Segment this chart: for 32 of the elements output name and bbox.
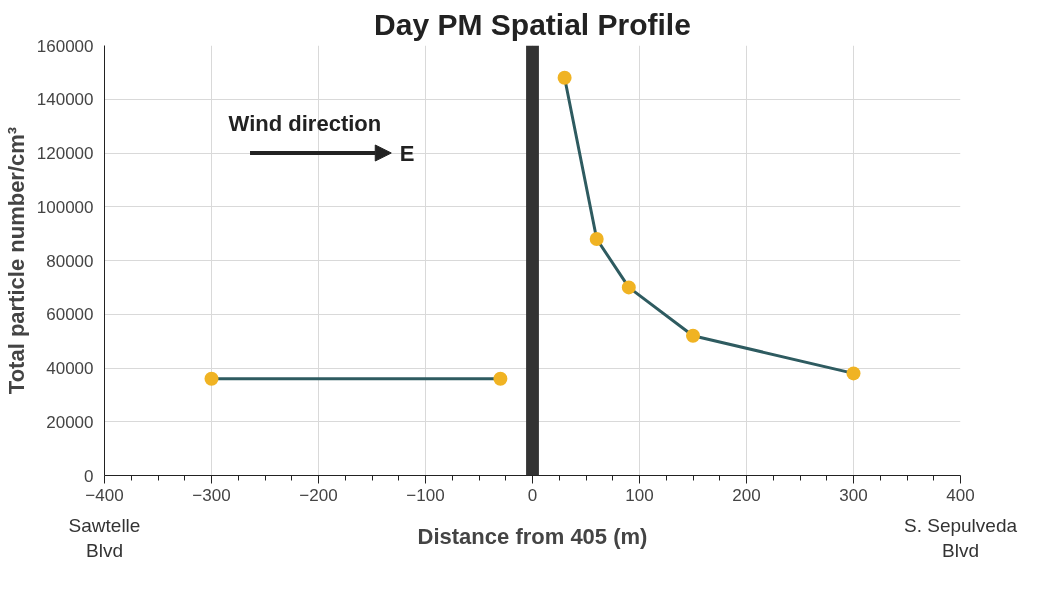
x-tick-label: 0 — [527, 485, 538, 505]
point — [846, 366, 861, 381]
y-tick-label: 60000 — [46, 305, 94, 325]
y-tick-label: 40000 — [46, 359, 94, 378]
chart-title: Day PM Spatial Profile — [374, 7, 691, 41]
y-axis-title: Total particle number/cm³ — [3, 126, 29, 395]
y-tick-label: 140000 — [36, 90, 94, 110]
text: S. Sepulveda Blvd — [903, 514, 1018, 561]
y-tick-label: 80000 — [46, 251, 94, 271]
y-tick-label: 20000 — [46, 412, 94, 432]
y-tick-label: 160000 — [36, 36, 94, 56]
y-tick-label: 100000 — [36, 197, 94, 217]
x-tick-label: 100 — [625, 485, 654, 505]
x-tick-label: −300 — [192, 485, 231, 505]
x-tick-label: 400 — [946, 485, 975, 505]
x-tick-label: −400 — [85, 485, 124, 505]
annotation: Wind direction — [228, 110, 382, 136]
y-tick-label: 120000 — [36, 144, 94, 163]
point — [493, 371, 508, 386]
x-tick-label: 200 — [732, 485, 761, 505]
x-tick-label: −200 — [299, 485, 338, 505]
point — [621, 280, 636, 295]
point — [686, 328, 700, 343]
text: Sawtelle Blvd — [68, 514, 141, 561]
x-tick-label: 300 — [839, 485, 868, 505]
annotation: E — [399, 140, 415, 166]
point — [589, 232, 604, 246]
x-axis-title: Distance from 405 (m) — [417, 523, 648, 549]
y-tick-label: 0 — [84, 466, 94, 486]
point — [557, 70, 572, 85]
point — [204, 371, 219, 386]
x-tick-label: −100 — [406, 485, 445, 505]
